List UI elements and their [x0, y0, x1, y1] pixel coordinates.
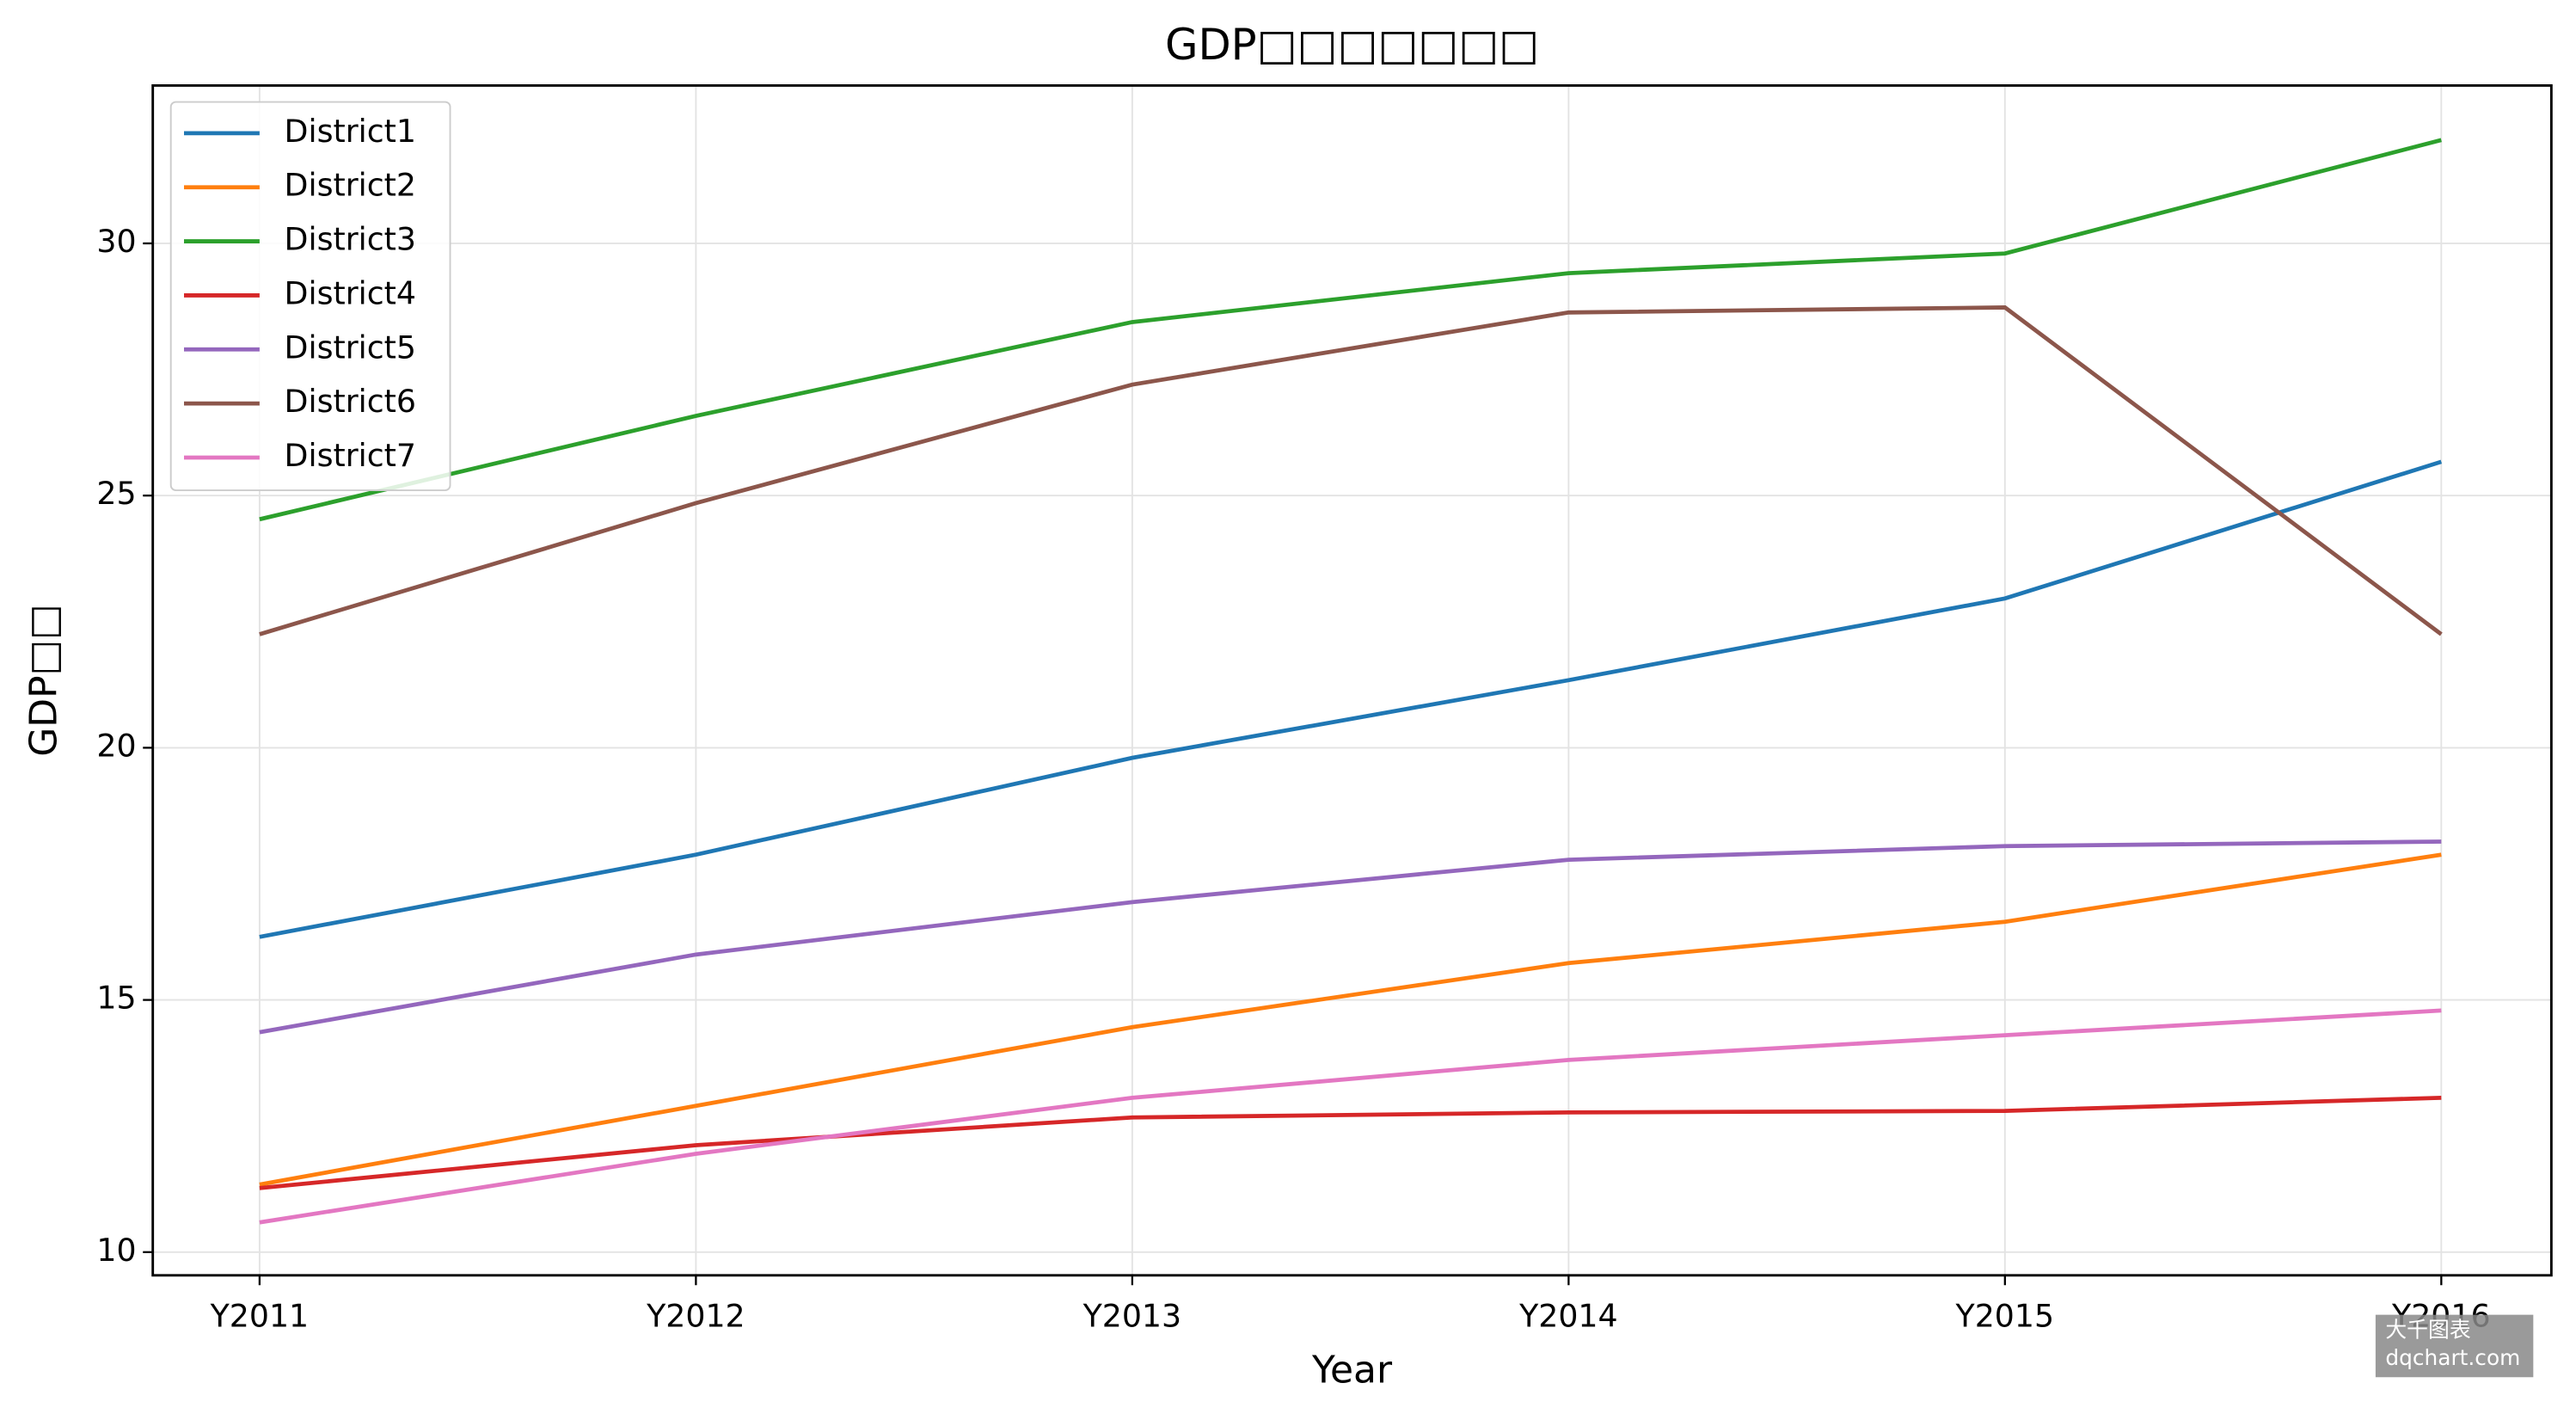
- y-tick-label: 25: [96, 475, 136, 512]
- x-axis-label: Year: [1311, 1349, 1393, 1392]
- data-line: [259, 1095, 2442, 1190]
- lines: [259, 138, 2443, 1225]
- data-line: [259, 138, 2442, 522]
- chart-title: GDP□□□□□□□: [1165, 20, 1539, 70]
- watermark: dqchart.com: [2385, 1345, 2520, 1370]
- legend: District1 District2 District3 District4 Dist…: [169, 101, 451, 491]
- x-tick-label: Y2013: [1083, 1297, 1182, 1334]
- y-axis-label: GDP□□: [22, 604, 66, 756]
- y-tick-label: 20: [96, 727, 136, 764]
- y-tick-label: 10: [96, 1232, 136, 1269]
- legend-label: District1: [285, 113, 416, 150]
- legend-label: District7: [285, 437, 416, 474]
- plot-frame: [151, 83, 2553, 1277]
- y-tick-label: 15: [96, 980, 136, 1017]
- data-line: [259, 839, 2442, 1035]
- data-line: [259, 1008, 2442, 1225]
- legend-box: [169, 101, 451, 491]
- data-line: [259, 459, 2443, 939]
- x-tick-label: Y2012: [646, 1297, 745, 1334]
- y-tick-label: 30: [96, 223, 136, 260]
- grid: [152, 85, 2552, 1276]
- legend-label: District4: [285, 274, 416, 311]
- legend-label: District5: [285, 329, 416, 366]
- ticks: 1015202530Y2011Y2012Y2013Y2014Y2015Y2016: [96, 223, 2490, 1334]
- legend-label: District2: [285, 167, 416, 204]
- x-tick-label: Y2015: [1955, 1297, 2055, 1334]
- data-line: [259, 305, 2443, 636]
- data-line: [259, 852, 2442, 1187]
- watermark: 大千图表: [2385, 1318, 2470, 1343]
- x-tick-label: Y2014: [1518, 1297, 1618, 1334]
- legend-label: District6: [285, 383, 416, 420]
- watermark-box: [2375, 1314, 2534, 1378]
- legend-label: District3: [285, 221, 416, 258]
- x-tick-label: Y2011: [210, 1297, 310, 1334]
